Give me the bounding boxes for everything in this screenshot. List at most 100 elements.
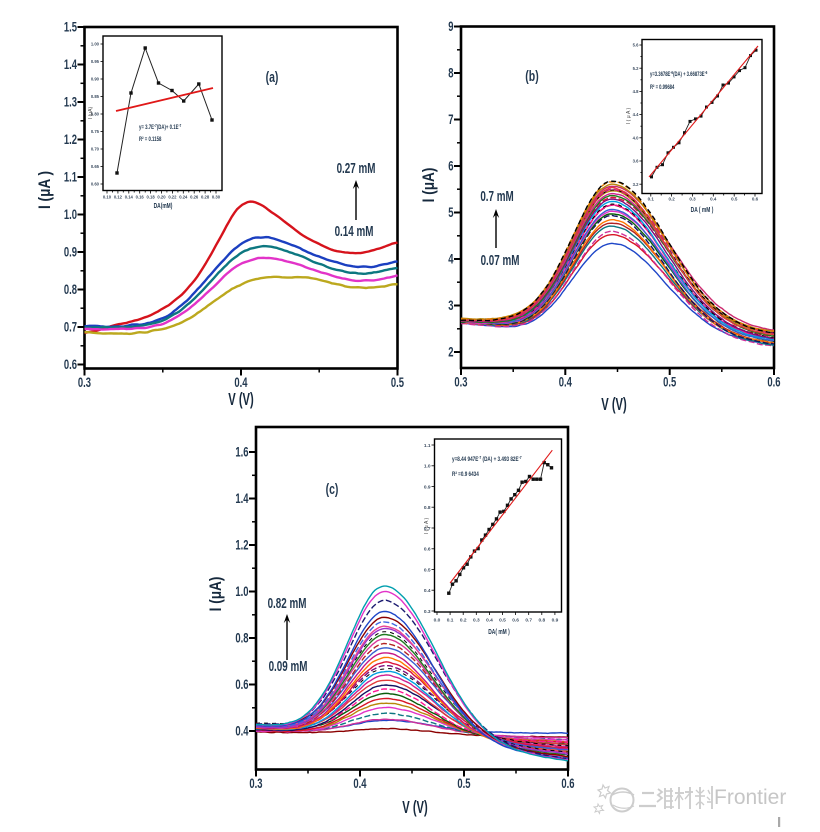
svg-text:DA( mM ): DA( mM ) xyxy=(488,629,509,636)
svg-text:0.09 mM: 0.09 mM xyxy=(269,658,308,674)
svg-text:0.6: 0.6 xyxy=(512,618,519,624)
svg-text:0.6: 0.6 xyxy=(424,547,431,553)
svg-text:0.12: 0.12 xyxy=(114,195,123,200)
svg-text:4.0: 4.0 xyxy=(633,135,639,140)
svg-text:0.3: 0.3 xyxy=(424,609,431,615)
svg-text:V (V): V (V) xyxy=(402,799,428,818)
svg-text:8: 8 xyxy=(448,66,454,81)
svg-text:0.8: 0.8 xyxy=(64,282,78,297)
svg-text:3: 3 xyxy=(448,298,454,313)
svg-text:0.4: 0.4 xyxy=(235,724,249,739)
svg-text:4.8: 4.8 xyxy=(633,89,639,94)
svg-text:7: 7 xyxy=(448,112,453,127)
svg-text:0.4: 0.4 xyxy=(424,588,431,594)
svg-text:(b): (b) xyxy=(525,67,538,84)
svg-text:6: 6 xyxy=(448,159,454,174)
svg-text:0.07 mM: 0.07 mM xyxy=(481,252,520,268)
svg-text:0.9: 0.9 xyxy=(552,618,559,624)
svg-text:0.5: 0.5 xyxy=(424,567,431,573)
svg-text:I (μA): I (μA) xyxy=(207,577,226,612)
svg-text:0.1: 0.1 xyxy=(648,197,655,202)
svg-text:0.6: 0.6 xyxy=(64,357,78,372)
svg-text:0.3: 0.3 xyxy=(689,197,696,202)
svg-text:2: 2 xyxy=(448,345,454,360)
svg-text:0.27 mM: 0.27 mM xyxy=(337,160,376,176)
svg-text:0.7 mM: 0.7 mM xyxy=(480,188,513,204)
svg-text:5.6: 5.6 xyxy=(633,43,639,48)
svg-text:0.4: 0.4 xyxy=(559,375,573,390)
svg-text:y= 3.7E-7(DA)+ 0.1E-7: y= 3.7E-7(DA)+ 0.1E-7 xyxy=(139,124,181,132)
svg-text:0.7: 0.7 xyxy=(424,526,431,532)
svg-text:1.2: 1.2 xyxy=(235,538,249,553)
svg-text:0.2: 0.2 xyxy=(668,197,675,202)
svg-text:5: 5 xyxy=(448,205,454,220)
svg-text:0.6: 0.6 xyxy=(235,677,249,692)
svg-text:0.20: 0.20 xyxy=(157,195,166,200)
svg-text:0.4: 0.4 xyxy=(353,776,367,791)
svg-text:1.4: 1.4 xyxy=(64,57,78,72)
svg-text:0.7: 0.7 xyxy=(64,320,77,335)
svg-text:0.9: 0.9 xyxy=(64,245,78,260)
svg-text:1.4: 1.4 xyxy=(235,491,249,506)
svg-text:1.2: 1.2 xyxy=(64,132,78,147)
svg-text:0.5: 0.5 xyxy=(457,776,471,791)
svg-text:0.2: 0.2 xyxy=(460,618,467,624)
svg-text:0.75: 0.75 xyxy=(91,129,100,134)
svg-text:0.3: 0.3 xyxy=(454,375,468,390)
svg-text:1.5: 1.5 xyxy=(64,20,78,35)
svg-text:0.14: 0.14 xyxy=(125,195,134,200)
svg-text:0.4: 0.4 xyxy=(710,197,717,202)
svg-text:0.22: 0.22 xyxy=(168,195,177,200)
svg-text:R² = 0.1158: R² = 0.1158 xyxy=(139,136,161,143)
svg-text:0.28: 0.28 xyxy=(201,195,210,200)
svg-text:4: 4 xyxy=(448,252,454,267)
svg-text:0.0: 0.0 xyxy=(434,618,441,624)
svg-text:0.4: 0.4 xyxy=(486,618,493,624)
svg-text:0.18: 0.18 xyxy=(147,195,156,200)
svg-text:(a): (a) xyxy=(266,68,279,85)
svg-text:R² =0.9 6434: R² =0.9 6434 xyxy=(452,470,479,478)
svg-text:V (V): V (V) xyxy=(228,391,254,410)
svg-text:0.3: 0.3 xyxy=(78,375,92,390)
svg-text:0.14 mM: 0.14 mM xyxy=(335,223,374,239)
svg-text:0.6: 0.6 xyxy=(767,375,781,390)
svg-text:0.30: 0.30 xyxy=(212,195,221,200)
svg-text:0.24: 0.24 xyxy=(179,195,188,200)
svg-text:0.95: 0.95 xyxy=(91,59,100,64)
svg-text:(c): (c) xyxy=(326,480,339,497)
svg-text:3.2: 3.2 xyxy=(633,182,639,187)
svg-text:0.90: 0.90 xyxy=(91,77,100,82)
svg-text:1.0: 1.0 xyxy=(64,207,77,222)
svg-text:0.16: 0.16 xyxy=(136,195,145,200)
svg-text:0.5: 0.5 xyxy=(731,197,738,202)
svg-text:0.8: 0.8 xyxy=(235,631,249,646)
svg-text:1.0: 1.0 xyxy=(424,464,431,470)
svg-text:I (μA ): I (μA ) xyxy=(36,171,55,209)
svg-text:0.70: 0.70 xyxy=(91,147,100,152)
svg-text:0.85: 0.85 xyxy=(91,94,100,99)
svg-text:y=3.3678E-6(DA) + 3.66873E-6: y=3.3678E-6(DA) + 3.66873E-6 xyxy=(650,71,707,79)
svg-text:0.1: 0.1 xyxy=(447,618,454,624)
svg-text:0.4: 0.4 xyxy=(234,375,248,390)
svg-text:R² = 0.99684: R² = 0.99684 xyxy=(650,84,674,91)
svg-text:0.7: 0.7 xyxy=(525,618,532,624)
svg-text:0.3: 0.3 xyxy=(473,618,480,624)
svg-text:0.65: 0.65 xyxy=(91,164,100,169)
svg-text:y=8.44 947E-7 (DA) + 3.493 82E: y=8.44 947E-7 (DA) + 3.493 82E-7 xyxy=(452,454,522,463)
svg-text:0.5: 0.5 xyxy=(663,375,677,390)
svg-text:V (V): V (V) xyxy=(601,396,627,415)
svg-text:I ( μ A ): I ( μ A ) xyxy=(626,108,632,125)
svg-text:0.6: 0.6 xyxy=(752,197,759,202)
svg-text:1.6: 1.6 xyxy=(235,445,249,460)
svg-text:1.3: 1.3 xyxy=(64,95,78,110)
svg-text:0.8: 0.8 xyxy=(424,505,431,511)
svg-text:5.2: 5.2 xyxy=(633,66,639,71)
svg-text:0.6: 0.6 xyxy=(561,776,575,791)
svg-text:Frontier: Frontier xyxy=(714,786,786,809)
svg-text:0.80: 0.80 xyxy=(91,112,100,117)
svg-text:0.8: 0.8 xyxy=(538,618,545,624)
svg-text:0.9: 0.9 xyxy=(424,484,431,490)
svg-text:0.3: 0.3 xyxy=(249,776,263,791)
svg-text:1.1: 1.1 xyxy=(424,443,431,449)
svg-text:1.0: 1.0 xyxy=(235,584,248,599)
